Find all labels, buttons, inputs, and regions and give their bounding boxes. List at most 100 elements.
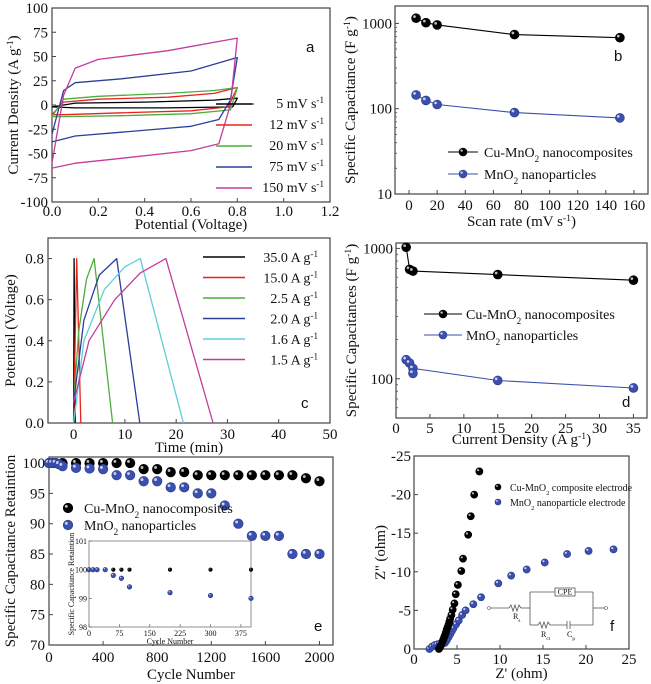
- text-span: nanoparticles: [500, 329, 578, 344]
- inset-x-axis-label: Cycle Number: [147, 637, 194, 646]
- x-tick-label: 20: [430, 198, 445, 214]
- data-point-highlight: [422, 97, 426, 101]
- legend-label: Cu-MnO2 nanocomposites: [84, 502, 233, 520]
- legend-label: 20 mV s-1: [269, 137, 324, 154]
- text-span: MnO: [484, 168, 514, 183]
- x-tick-label: 40: [458, 198, 473, 214]
- data-point: [179, 467, 190, 478]
- x-tick-label: 0.6: [182, 204, 201, 220]
- data-point-highlight: [289, 550, 293, 554]
- text-span: R: [541, 630, 547, 639]
- legend-label: Cu-MnO2 nanocomposites: [466, 308, 615, 326]
- data-point-highlight: [248, 532, 252, 536]
- data-point: [57, 460, 68, 472]
- inset-data-point: [208, 567, 213, 572]
- data-point-highlight: [72, 464, 76, 468]
- data-point-highlight: [449, 612, 452, 615]
- data-point-highlight: [275, 532, 279, 536]
- y-tick-label: -25: [391, 449, 411, 465]
- legend-label: 1.5 A g-1: [270, 352, 318, 369]
- legend-label: 75 mV s-1: [269, 158, 324, 175]
- x-axis-label: Scan rate (mV s-1): [467, 213, 576, 231]
- text-span: Specific Capacitance (F g: [343, 29, 359, 184]
- text-span: 1.5: [270, 354, 288, 369]
- data-point-highlight: [86, 459, 90, 463]
- data-point: [509, 107, 520, 118]
- superscript: -1: [578, 431, 586, 442]
- text-span: mV s: [283, 97, 316, 112]
- x-tick-label: 15: [536, 652, 551, 668]
- data-point-highlight: [450, 607, 453, 610]
- data-point: [125, 470, 136, 481]
- data-point: [233, 518, 244, 529]
- data-point-highlight: [86, 465, 90, 469]
- superscript: -1: [316, 179, 324, 189]
- text-span: ): [344, 244, 360, 249]
- text-span: A g: [288, 333, 311, 348]
- inset-frame: [88, 540, 252, 628]
- subscript: 2: [514, 176, 519, 186]
- cpe-label: CPE: [558, 588, 573, 597]
- legend-marker-highlight: [64, 504, 68, 508]
- y-tick-label: 0.4: [25, 334, 44, 350]
- series-line-0: [405, 247, 634, 281]
- x-tick-label: 0.4: [135, 204, 154, 220]
- y-axis-label: Specific Capacitance Retaintion: [3, 454, 19, 647]
- legend-marker: [494, 483, 502, 491]
- x-axis-label: Time (min): [155, 440, 223, 456]
- x-tick-label: 0: [392, 421, 400, 437]
- legend-marker-highlight: [460, 149, 463, 152]
- data-point-highlight: [413, 92, 416, 95]
- data-point: [138, 464, 149, 475]
- text-span: A g: [288, 354, 311, 369]
- subscript: 2: [496, 337, 501, 347]
- data-point: [522, 565, 531, 574]
- panel-tag: e: [314, 618, 322, 635]
- data-point-highlight: [208, 472, 212, 475]
- data-point-highlight: [208, 490, 212, 494]
- data-point: [260, 530, 271, 541]
- data-point-highlight: [410, 365, 413, 369]
- x-axis-label: Cycle Number: [147, 667, 235, 683]
- x-axis-label: Z' (ohm): [495, 666, 547, 682]
- data-point: [507, 571, 516, 580]
- legend-marker-highlight: [64, 521, 68, 525]
- text-span: nanoparticles: [518, 168, 596, 183]
- text-span: MnO: [510, 498, 531, 509]
- x-tick-label: 0: [410, 652, 418, 668]
- superscript: -1: [310, 311, 318, 321]
- data-point: [615, 32, 625, 43]
- x-tick-label: 30: [220, 427, 235, 443]
- inset-data-point-highlight: [91, 568, 93, 570]
- cp-label: Cp: [567, 630, 575, 642]
- data-point-highlight: [262, 472, 266, 475]
- data-point: [477, 593, 485, 602]
- data-point: [152, 464, 163, 475]
- subscript: 2: [535, 154, 540, 164]
- data-point: [563, 550, 571, 558]
- text-span: ): [6, 35, 22, 40]
- text-span: nanoparticle electrode: [534, 498, 626, 509]
- inset-data-point: [110, 572, 116, 579]
- data-point-highlight: [453, 591, 456, 595]
- data-point-highlight: [471, 492, 475, 495]
- inset-data-point-highlight: [128, 568, 130, 570]
- data-point-highlight: [194, 490, 198, 494]
- y-tick-label: 100: [370, 102, 393, 118]
- data-point-highlight: [477, 469, 480, 472]
- y-tick-label: 0.6: [25, 293, 44, 309]
- data-point: [300, 548, 312, 560]
- text-span: MnO: [84, 519, 114, 534]
- inset-data-point-highlight: [87, 568, 89, 570]
- data-point-highlight: [494, 271, 498, 275]
- data-point: [421, 17, 431, 28]
- data-point-highlight: [235, 520, 239, 524]
- data-point-highlight: [221, 502, 225, 506]
- y-tick-label: 1000: [363, 241, 393, 257]
- y-tick-label: 75: [30, 608, 45, 624]
- x-tick-label: 0: [70, 427, 78, 443]
- data-point-highlight: [140, 466, 144, 469]
- data-point: [609, 545, 618, 554]
- superscript: -1: [316, 95, 324, 105]
- y-tick-label: -25: [28, 122, 48, 138]
